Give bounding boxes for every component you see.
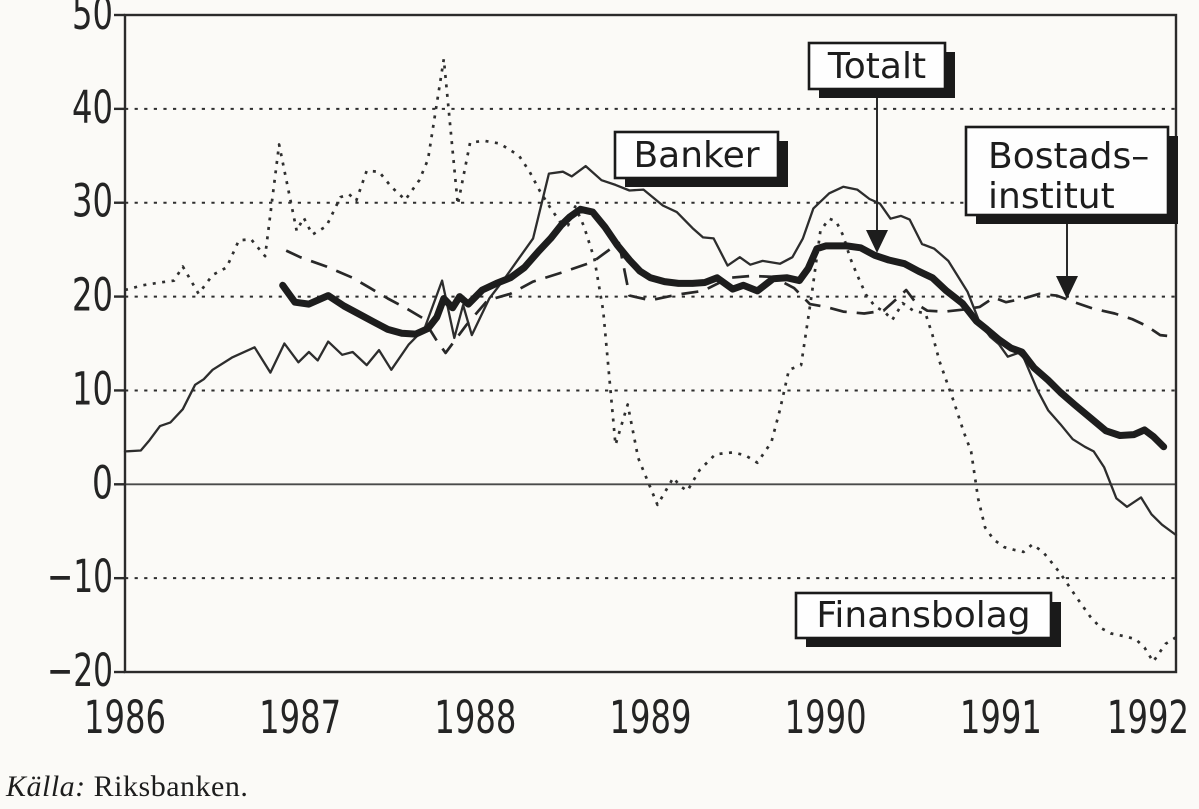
- x-tick-label-1989: 1989: [610, 691, 692, 744]
- x-tick-label-1987: 1987: [259, 691, 341, 744]
- y-tick-label-40: 40: [72, 81, 113, 134]
- y-tick-label-0: 0: [92, 456, 113, 509]
- x-tick-label-1986: 1986: [84, 691, 166, 744]
- source-label: Källa:: [6, 770, 86, 803]
- annotation-label-bostadsinstitut-line2: institut: [988, 176, 1115, 217]
- plot-border: [123, 13, 1178, 674]
- series-bostadsinstitut-line: [285, 241, 1177, 355]
- y-tick-label--10: −10: [47, 550, 113, 603]
- annotation-box-banker: [613, 130, 780, 180]
- y-tick-label-30: 30: [72, 175, 113, 228]
- y-tick-label-50: 50: [72, 0, 113, 40]
- annotation-label-totalt: Totalt: [827, 46, 926, 87]
- series-finansbolag-line: [124, 57, 1177, 664]
- x-tick-label-1991: 1991: [960, 691, 1042, 744]
- annotation-label-bostadsinstitut-line1: Bostads–: [988, 136, 1149, 177]
- x-tick-label-1992: 1992: [1107, 691, 1189, 744]
- y-tick-label-20: 20: [72, 269, 113, 322]
- annotation-arrowhead-bostadsinstitut: [1056, 276, 1078, 299]
- x-tick-label-1990: 1990: [785, 691, 867, 744]
- annotation-box-finansbolag: [794, 591, 1053, 640]
- source-note: Källa: Riksbanken.: [6, 770, 248, 804]
- series-totalt-line: [279, 205, 1168, 451]
- annotation-box-totalt: [807, 41, 947, 91]
- x-tick-label-1988: 1988: [434, 691, 516, 744]
- annotation-box-bostadsinstitut: [964, 125, 1170, 217]
- annotation-label-finansbolag: Finansbolag: [816, 595, 1030, 636]
- source-text: Riksbanken.: [93, 770, 249, 803]
- y-tick-label-10: 10: [72, 362, 113, 415]
- annotation-label-banker: Banker: [633, 135, 759, 176]
- annotation-arrowhead-totalt: [866, 230, 888, 253]
- y-tick-label--20: −20: [47, 644, 113, 697]
